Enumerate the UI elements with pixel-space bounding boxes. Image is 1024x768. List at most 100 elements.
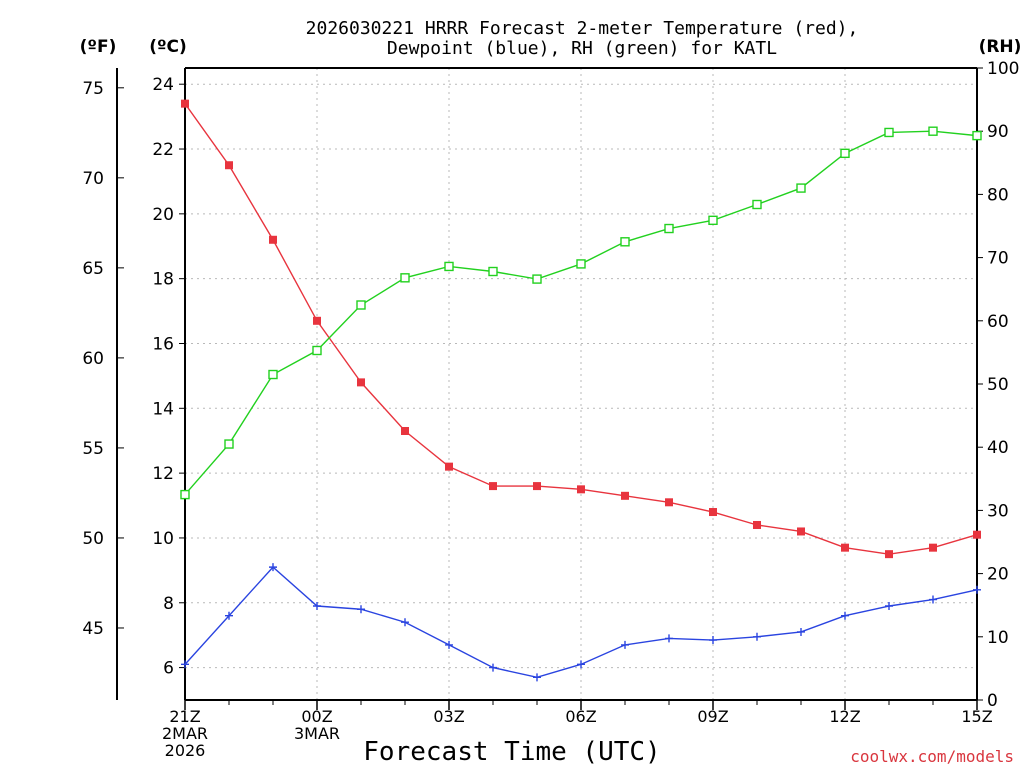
fahrenheit-unit-label: (ºF) bbox=[80, 37, 117, 57]
relative-humidity-point bbox=[840, 148, 850, 159]
dewpoint-point bbox=[489, 663, 497, 672]
x-tick-label: 3MAR bbox=[294, 724, 340, 743]
rh-tick-label: 40 bbox=[987, 438, 1009, 458]
x-tick-label: 2026 bbox=[165, 741, 206, 760]
rh-tick-label: 60 bbox=[987, 312, 1009, 332]
dewpoint-point bbox=[401, 618, 409, 627]
celsius-tick-label: 20 bbox=[152, 205, 174, 225]
celsius-tick-label: 12 bbox=[152, 464, 174, 484]
2-meter-temperature-point bbox=[533, 482, 541, 491]
relative-humidity-point bbox=[576, 259, 586, 269]
2-meter-temperature-point bbox=[709, 508, 717, 517]
relative-humidity-point bbox=[444, 261, 454, 272]
relative-humidity-point bbox=[928, 126, 938, 136]
dewpoint-point bbox=[533, 673, 541, 682]
2-meter-temperature-point bbox=[357, 378, 365, 387]
2-meter-temperature-point bbox=[181, 99, 189, 108]
relative-humidity-point bbox=[488, 266, 498, 277]
relative-humidity-point bbox=[664, 223, 674, 234]
2-meter-temperature-point bbox=[313, 316, 321, 325]
relative-humidity-point bbox=[312, 345, 322, 356]
celsius-tick-label: 16 bbox=[152, 334, 174, 354]
dewpoint-point bbox=[269, 563, 277, 572]
dewpoint-point bbox=[181, 660, 189, 669]
fahrenheit-tick-label: 70 bbox=[82, 169, 104, 189]
fahrenheit-tick-label: 65 bbox=[82, 259, 104, 279]
fahrenheit-tick-label: 50 bbox=[82, 529, 104, 549]
2-meter-temperature-point bbox=[225, 161, 233, 170]
dewpoint-point bbox=[313, 602, 321, 611]
dewpoint-point bbox=[797, 627, 805, 636]
tick-labels: 6 8 10 12 14 16 18 20 22 24 45 50 55 60 65 70 75 0 10 20 30 4… bbox=[82, 59, 1019, 760]
celsius-tick-label: 22 bbox=[152, 140, 174, 160]
fahrenheit-tick-label: 55 bbox=[82, 439, 104, 459]
dewpoint-point bbox=[885, 602, 893, 611]
2-meter-temperature-point bbox=[665, 498, 673, 507]
dewpoint-point bbox=[841, 611, 849, 620]
x-tick-label: 21Z bbox=[169, 707, 200, 726]
x-tick-label: 12Z bbox=[829, 707, 860, 726]
relative-humidity-point bbox=[620, 237, 630, 247]
rh-tick-label: 0 bbox=[987, 691, 998, 711]
relative-humidity-point bbox=[356, 300, 366, 310]
celsius-tick-label: 6 bbox=[163, 659, 174, 679]
chart-title-line2: Dewpoint (blue), RH (green) for KATL bbox=[387, 38, 777, 59]
dewpoint-point bbox=[709, 636, 717, 645]
x-axis-label: Forecast Time (UTC) bbox=[363, 737, 660, 767]
2-meter-temperature-point bbox=[885, 550, 893, 559]
rh-tick-label: 20 bbox=[987, 565, 1009, 585]
x-tick-label: 2MAR bbox=[162, 724, 208, 743]
dewpoint-point bbox=[665, 634, 673, 643]
relative-humidity-point bbox=[532, 274, 542, 284]
dewpoint-point bbox=[445, 640, 453, 649]
x-tick-label: 09Z bbox=[697, 707, 728, 726]
dewpoint-point bbox=[225, 611, 233, 620]
2-meter-temperature-point bbox=[445, 462, 453, 471]
dewpoint-point bbox=[929, 595, 937, 604]
celsius-tick-label: 24 bbox=[152, 75, 174, 95]
2-meter-temperature-point bbox=[401, 426, 409, 435]
relative-humidity-point bbox=[752, 199, 762, 210]
relative-humidity-point bbox=[400, 273, 410, 283]
x-tick-label: 15Z bbox=[961, 707, 992, 726]
credit-label: coolwx.com/models bbox=[850, 747, 1014, 766]
2-meter-temperature-point bbox=[269, 235, 277, 244]
relative-humidity-point bbox=[708, 215, 718, 226]
2-meter-temperature-point bbox=[973, 530, 981, 539]
celsius-tick-label: 8 bbox=[163, 594, 174, 614]
2-meter-temperature-point bbox=[577, 485, 585, 494]
rh-tick-label: 70 bbox=[987, 249, 1009, 269]
2-meter-temperature-point bbox=[489, 482, 497, 491]
rh-tick-label: 30 bbox=[987, 501, 1009, 521]
celsius-tick-label: 10 bbox=[152, 529, 174, 549]
rh-tick-label: 10 bbox=[987, 628, 1009, 648]
fahrenheit-tick-label: 75 bbox=[82, 79, 104, 99]
celsius-tick-label: 18 bbox=[152, 270, 174, 290]
x-tick-label: 06Z bbox=[565, 707, 596, 726]
relative-humidity-point bbox=[224, 439, 234, 449]
dewpoint-point bbox=[621, 640, 629, 649]
rh-tick-label: 80 bbox=[987, 185, 1009, 205]
2-meter-temperature-point bbox=[753, 520, 761, 529]
relative-humidity-point bbox=[796, 183, 806, 193]
dewpoint-point bbox=[577, 660, 585, 669]
rh-tick-label: 100 bbox=[987, 59, 1019, 79]
x-tick-label: 00Z bbox=[301, 707, 332, 726]
x-tick-label: 03Z bbox=[433, 707, 464, 726]
relative-humidity-point bbox=[180, 489, 190, 500]
2-meter-temperature-point bbox=[621, 491, 629, 500]
grid bbox=[185, 68, 977, 700]
celsius-unit-label: (ºC) bbox=[149, 37, 187, 57]
fahrenheit-tick-label: 60 bbox=[82, 349, 104, 369]
relative-humidity-point bbox=[884, 127, 894, 138]
celsius-tick-label: 14 bbox=[152, 399, 174, 419]
2-meter-temperature-point bbox=[797, 527, 805, 536]
rh-tick-label: 90 bbox=[987, 122, 1009, 142]
rh-tick-label: 50 bbox=[987, 375, 1009, 395]
dewpoint-point bbox=[973, 585, 981, 594]
dewpoint-point bbox=[753, 632, 761, 641]
fahrenheit-tick-label: 45 bbox=[82, 619, 104, 639]
chart-title: 2026030221 HRRR Forecast 2-meter Tempera… bbox=[306, 18, 859, 39]
series bbox=[180, 99, 982, 682]
